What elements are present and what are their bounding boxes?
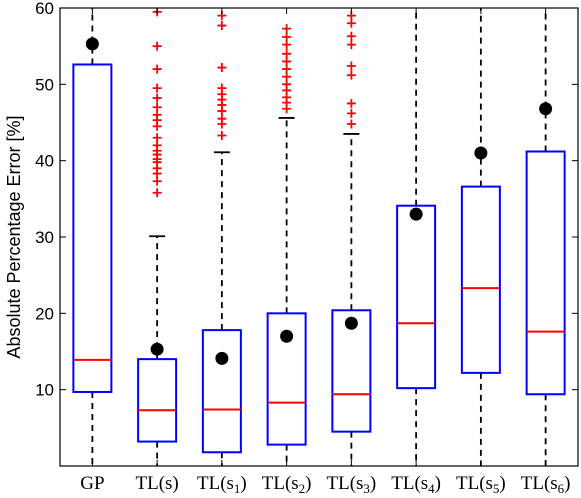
outlier-marker xyxy=(346,61,356,71)
outlier-marker xyxy=(282,32,292,42)
box-4 xyxy=(266,24,307,466)
outlier-marker xyxy=(152,188,162,198)
mean-marker xyxy=(215,351,229,365)
y-tick-label: 60 xyxy=(35,0,54,18)
outlier-marker xyxy=(346,108,356,118)
box-iqr xyxy=(525,150,566,396)
outlier-marker xyxy=(217,114,227,124)
mean-marker xyxy=(280,329,294,343)
box-iqr xyxy=(201,329,242,454)
outlier-marker xyxy=(152,176,162,186)
outlier-marker xyxy=(217,63,227,73)
x-tick-label: GP xyxy=(80,473,104,494)
box-2 xyxy=(137,8,178,466)
x-axis: GP TL(s) TL(s1) TL(s2) TL(s3) TL(s4) TL(s5) TL(… xyxy=(80,8,571,496)
x-tick-label: TL(s6) xyxy=(521,473,571,496)
box-5 xyxy=(331,11,372,466)
mean-marker xyxy=(409,207,423,221)
boxes-group xyxy=(72,8,566,466)
box-7 xyxy=(460,8,501,466)
outlier-marker xyxy=(152,93,162,103)
x-tick-label: TL(s4) xyxy=(391,473,441,496)
mean-marker xyxy=(150,342,164,356)
outlier-marker xyxy=(152,41,162,51)
outlier-marker xyxy=(282,40,292,50)
outlier-marker xyxy=(217,130,227,140)
x-tick-label: TL(s2) xyxy=(262,473,312,496)
y-tick-label: 30 xyxy=(35,228,54,247)
box-3 xyxy=(201,11,242,466)
outlier-marker xyxy=(346,119,356,129)
x-tick-label: TL(s) xyxy=(135,473,178,494)
plot-area xyxy=(72,8,566,466)
outlier-marker xyxy=(346,18,356,28)
outlier-marker xyxy=(282,79,292,89)
outlier-marker xyxy=(152,133,162,143)
mean-marker xyxy=(474,146,488,160)
outlier-marker xyxy=(282,72,292,82)
outlier-marker xyxy=(152,64,162,74)
mean-marker xyxy=(85,37,99,51)
box-iqr xyxy=(72,63,113,393)
outlier-marker xyxy=(282,24,292,34)
mean-marker xyxy=(344,316,358,330)
y-tick-label: 10 xyxy=(35,381,54,400)
outlier-marker xyxy=(282,64,292,74)
box-1 xyxy=(72,8,113,466)
outlier-marker xyxy=(346,98,356,108)
y-tick-label: 50 xyxy=(35,75,54,94)
box-iqr xyxy=(460,185,501,374)
x-tick-label: TL(s1) xyxy=(197,473,247,496)
x-tick-label: TL(s3) xyxy=(326,473,376,496)
outlier-marker xyxy=(152,83,162,93)
mean-marker xyxy=(539,102,553,116)
outlier-marker xyxy=(152,110,162,120)
outlier-marker xyxy=(346,40,356,50)
x-tick-label: TL(s5) xyxy=(456,473,506,496)
outlier-marker xyxy=(152,140,162,150)
outlier-marker xyxy=(282,56,292,66)
box-iqr xyxy=(137,358,178,443)
box-8 xyxy=(525,8,566,466)
outlier-marker xyxy=(282,49,292,59)
outlier-marker xyxy=(346,70,356,80)
outlier-marker xyxy=(217,21,227,31)
box-iqr xyxy=(331,309,372,433)
outlier-marker xyxy=(152,102,162,112)
outlier-marker xyxy=(217,83,227,93)
y-tick-label: 40 xyxy=(35,152,54,171)
box-iqr xyxy=(396,204,437,390)
y-axis: 10 20 30 40 50 60 xyxy=(35,0,578,400)
y-axis-label: Absolute Percentage Error [%] xyxy=(4,115,24,358)
box-6 xyxy=(396,8,437,466)
outlier-marker xyxy=(346,31,356,41)
y-tick-label: 20 xyxy=(35,304,54,323)
